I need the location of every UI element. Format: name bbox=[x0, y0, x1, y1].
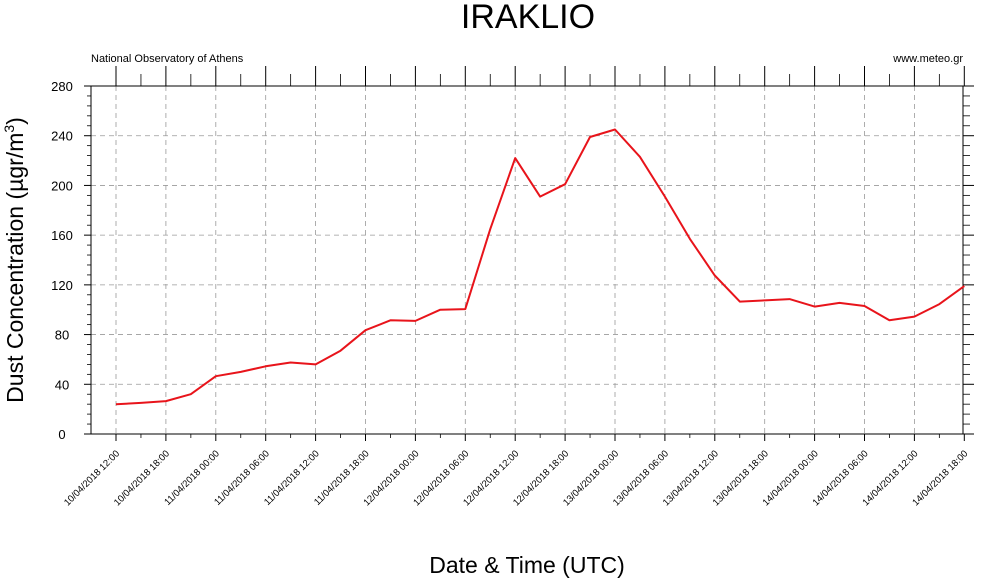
data-point bbox=[190, 393, 192, 395]
data-point bbox=[414, 320, 416, 322]
x-tick-label: 14/04/2018 18:00 bbox=[910, 448, 970, 508]
source-left-label: National Observatory of Athens bbox=[91, 53, 244, 65]
data-point bbox=[464, 308, 466, 310]
y-axis-label-end: ) bbox=[2, 117, 28, 125]
data-point bbox=[714, 275, 716, 277]
data-point bbox=[340, 350, 342, 352]
data-point bbox=[864, 305, 866, 307]
data-point bbox=[514, 157, 516, 159]
data-point bbox=[639, 156, 641, 158]
data-point bbox=[888, 319, 890, 321]
data-point bbox=[240, 371, 242, 373]
y-axis-label-main: Dust Concentration (µgr/m bbox=[2, 133, 28, 403]
data-point bbox=[215, 375, 217, 377]
y-tick-label: 120 bbox=[51, 278, 73, 293]
data-point bbox=[265, 365, 267, 367]
data-point bbox=[115, 403, 117, 405]
data-point bbox=[963, 285, 965, 287]
data-points bbox=[115, 129, 965, 406]
data-point bbox=[539, 196, 541, 198]
y-tick-label: 280 bbox=[51, 79, 73, 94]
series-line bbox=[115, 128, 965, 406]
data-point bbox=[140, 402, 142, 404]
data-point bbox=[839, 302, 841, 304]
x-axis-label: Date & Time (UTC) bbox=[429, 552, 625, 578]
y-tick-label: 40 bbox=[55, 377, 69, 392]
y-tick-label: 240 bbox=[51, 129, 73, 144]
y-tick-label: 80 bbox=[55, 328, 69, 343]
y-tick-labels: 0 40 80 120 160 200 240 280 bbox=[51, 79, 73, 442]
y-tick-label: 0 bbox=[58, 427, 65, 442]
grid-lines bbox=[91, 86, 963, 434]
data-point bbox=[913, 316, 915, 318]
data-point bbox=[589, 136, 591, 138]
data-point bbox=[290, 362, 292, 364]
data-point bbox=[489, 228, 491, 230]
data-point bbox=[389, 319, 391, 321]
data-point bbox=[664, 196, 666, 198]
source-right-label: www.meteo.gr bbox=[892, 53, 963, 65]
data-point bbox=[814, 306, 816, 308]
data-point bbox=[938, 303, 940, 305]
data-point bbox=[365, 329, 367, 331]
data-point bbox=[564, 183, 566, 185]
data-point bbox=[764, 299, 766, 301]
chart-title: IRAKLIO bbox=[461, 0, 595, 36]
data-point bbox=[614, 129, 616, 131]
data-point bbox=[439, 309, 441, 311]
y-axis-label: Dust Concentration (µgr/m3) bbox=[1, 117, 28, 403]
data-point bbox=[165, 400, 167, 402]
data-point bbox=[689, 238, 691, 240]
data-point bbox=[315, 363, 317, 365]
plot-frame bbox=[90, 85, 964, 435]
y-tick-label: 160 bbox=[51, 228, 73, 243]
y-tick-label: 200 bbox=[51, 178, 73, 193]
data-point bbox=[789, 298, 791, 300]
data-point bbox=[739, 301, 741, 303]
axis-ticks bbox=[84, 66, 974, 441]
y-axis-label-superscript: 3 bbox=[1, 125, 17, 133]
